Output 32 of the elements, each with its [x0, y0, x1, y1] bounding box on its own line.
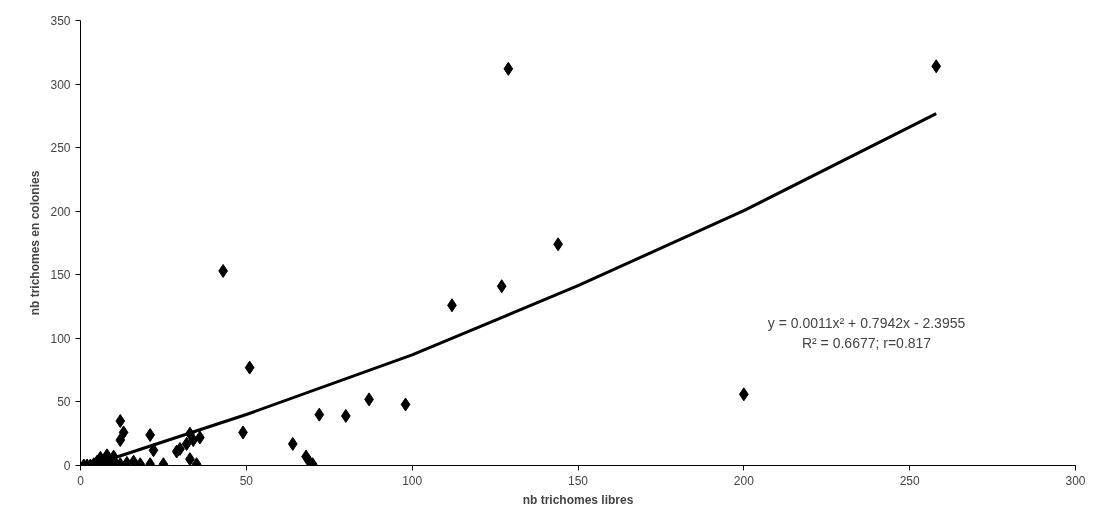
y-tick-label: 350 [50, 14, 71, 28]
point [496, 279, 507, 294]
y-tick-label: 300 [50, 77, 71, 92]
y-tick-label: 0 [63, 459, 71, 473]
x-tick-label: 150 [567, 473, 589, 488]
annotation: y = 0.0011x² + 0.7942x - 2.3955 R² = 0.6677; r=0.817 [767, 315, 966, 352]
point [287, 436, 298, 451]
point [128, 454, 139, 466]
x-tick-label: 100 [402, 473, 423, 488]
point [181, 436, 192, 451]
point [314, 407, 325, 422]
point [400, 397, 411, 412]
y-axis-title: nb trichomes en colonies [28, 170, 43, 316]
y-tick-label: 250 [50, 141, 71, 156]
point [171, 444, 182, 459]
point [503, 61, 514, 76]
point [115, 414, 126, 428]
point [185, 452, 195, 466]
point [244, 360, 255, 375]
point [188, 433, 199, 448]
x-axis-title: nb trichomes libres [522, 492, 634, 507]
point [115, 433, 126, 448]
x-tick-label: 0 [77, 473, 85, 488]
y-tick-label: 200 [50, 204, 71, 219]
x-tick-label: 300 [1065, 473, 1086, 488]
y-tick-label: 50 [57, 395, 71, 410]
x-tick-label: 250 [899, 473, 920, 488]
x-tick-label: 50 [239, 473, 254, 488]
x-tick-label: 200 [733, 473, 755, 488]
y-tick-label: 100 [50, 331, 71, 346]
y-tick-label: 150 [50, 268, 71, 283]
point [931, 59, 942, 74]
